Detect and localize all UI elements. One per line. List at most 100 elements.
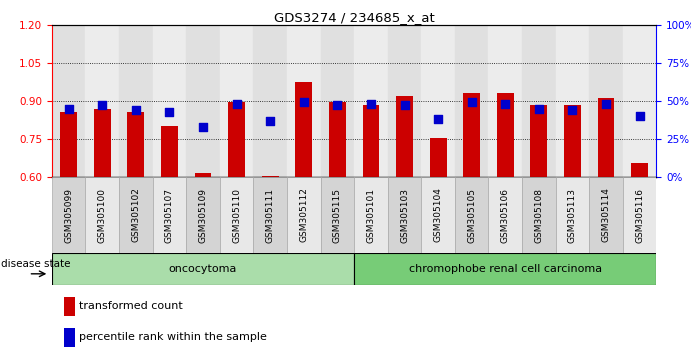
Bar (186, 177, 220, 253)
Text: GSM305108: GSM305108 (534, 188, 543, 242)
Bar (153, 25, 186, 177)
Point (399, 103, 410, 108)
Point (600, 101, 612, 107)
Point (198, 124, 209, 130)
Bar (388, 25, 422, 177)
Bar (354, 253, 656, 285)
Bar (354, 177, 388, 253)
Title: GDS3274 / 234685_x_at: GDS3274 / 234685_x_at (274, 11, 435, 24)
Bar (254, 177, 287, 253)
Bar (489, 25, 522, 177)
Bar (422, 177, 455, 253)
Text: GSM305113: GSM305113 (568, 188, 577, 242)
Bar (422, 25, 455, 177)
Point (366, 101, 377, 107)
Text: GSM305114: GSM305114 (602, 188, 611, 242)
Bar (161, 126, 178, 177)
Bar (589, 25, 623, 177)
Bar (64, 297, 75, 316)
Bar (455, 177, 489, 253)
Bar (119, 25, 153, 177)
Bar (86, 25, 119, 177)
Text: GSM305110: GSM305110 (232, 188, 241, 242)
Point (97, 103, 108, 108)
Bar (52, 253, 354, 285)
Bar (52, 177, 86, 253)
Point (567, 107, 578, 113)
Bar (220, 25, 254, 177)
Bar (623, 25, 656, 177)
Bar (119, 177, 153, 253)
Bar (287, 177, 321, 253)
Bar (329, 102, 346, 177)
Bar (531, 105, 547, 177)
Bar (220, 177, 254, 253)
Text: GSM305099: GSM305099 (64, 188, 73, 242)
Bar (363, 105, 379, 177)
Bar (522, 25, 556, 177)
Point (433, 116, 444, 122)
Bar (287, 25, 321, 177)
Point (466, 99, 477, 105)
Point (231, 101, 242, 107)
Text: percentile rank within the sample: percentile rank within the sample (79, 332, 267, 342)
Bar (564, 105, 581, 177)
Bar (64, 329, 75, 347)
Text: GSM305104: GSM305104 (434, 188, 443, 242)
Bar (295, 82, 312, 177)
Point (265, 118, 276, 124)
Bar (522, 177, 556, 253)
Text: GSM305109: GSM305109 (198, 188, 207, 242)
Text: chromophobe renal cell carcinoma: chromophobe renal cell carcinoma (409, 264, 602, 274)
Bar (589, 177, 623, 253)
Text: GSM305102: GSM305102 (131, 188, 140, 242)
Text: oncocytoma: oncocytoma (169, 264, 237, 274)
Bar (86, 177, 119, 253)
Bar (632, 163, 648, 177)
Bar (497, 93, 513, 177)
Bar (186, 25, 220, 177)
Point (299, 99, 310, 105)
Bar (556, 177, 589, 253)
Bar (455, 25, 489, 177)
Bar (463, 93, 480, 177)
Text: GSM305115: GSM305115 (333, 188, 342, 242)
Text: disease state: disease state (1, 259, 70, 269)
Bar (228, 102, 245, 177)
Bar (262, 176, 278, 177)
Text: transformed count: transformed count (79, 301, 183, 310)
Bar (489, 177, 522, 253)
Bar (598, 98, 614, 177)
Text: GSM305111: GSM305111 (265, 188, 274, 242)
Bar (430, 138, 446, 177)
Bar (321, 25, 354, 177)
Text: GSM305107: GSM305107 (165, 188, 174, 242)
Text: GSM305116: GSM305116 (635, 188, 644, 242)
Point (131, 107, 142, 113)
Text: GSM305100: GSM305100 (97, 188, 106, 242)
Bar (321, 177, 354, 253)
Bar (94, 108, 111, 177)
Bar (127, 112, 144, 177)
Bar (153, 177, 186, 253)
Bar (195, 173, 211, 177)
Text: GSM305101: GSM305101 (366, 188, 375, 242)
Bar (60, 112, 77, 177)
Bar (556, 25, 589, 177)
Bar (388, 177, 422, 253)
Bar (623, 177, 656, 253)
Bar (52, 25, 86, 177)
Text: GSM305112: GSM305112 (299, 188, 308, 242)
Point (332, 103, 343, 108)
Text: GSM305105: GSM305105 (467, 188, 476, 242)
Bar (396, 96, 413, 177)
Text: GSM305103: GSM305103 (400, 188, 409, 242)
Point (164, 109, 175, 114)
Point (634, 113, 645, 119)
Point (533, 105, 545, 111)
Bar (354, 25, 388, 177)
Text: GSM305106: GSM305106 (501, 188, 510, 242)
Point (500, 101, 511, 107)
Point (63, 105, 74, 111)
Bar (254, 25, 287, 177)
